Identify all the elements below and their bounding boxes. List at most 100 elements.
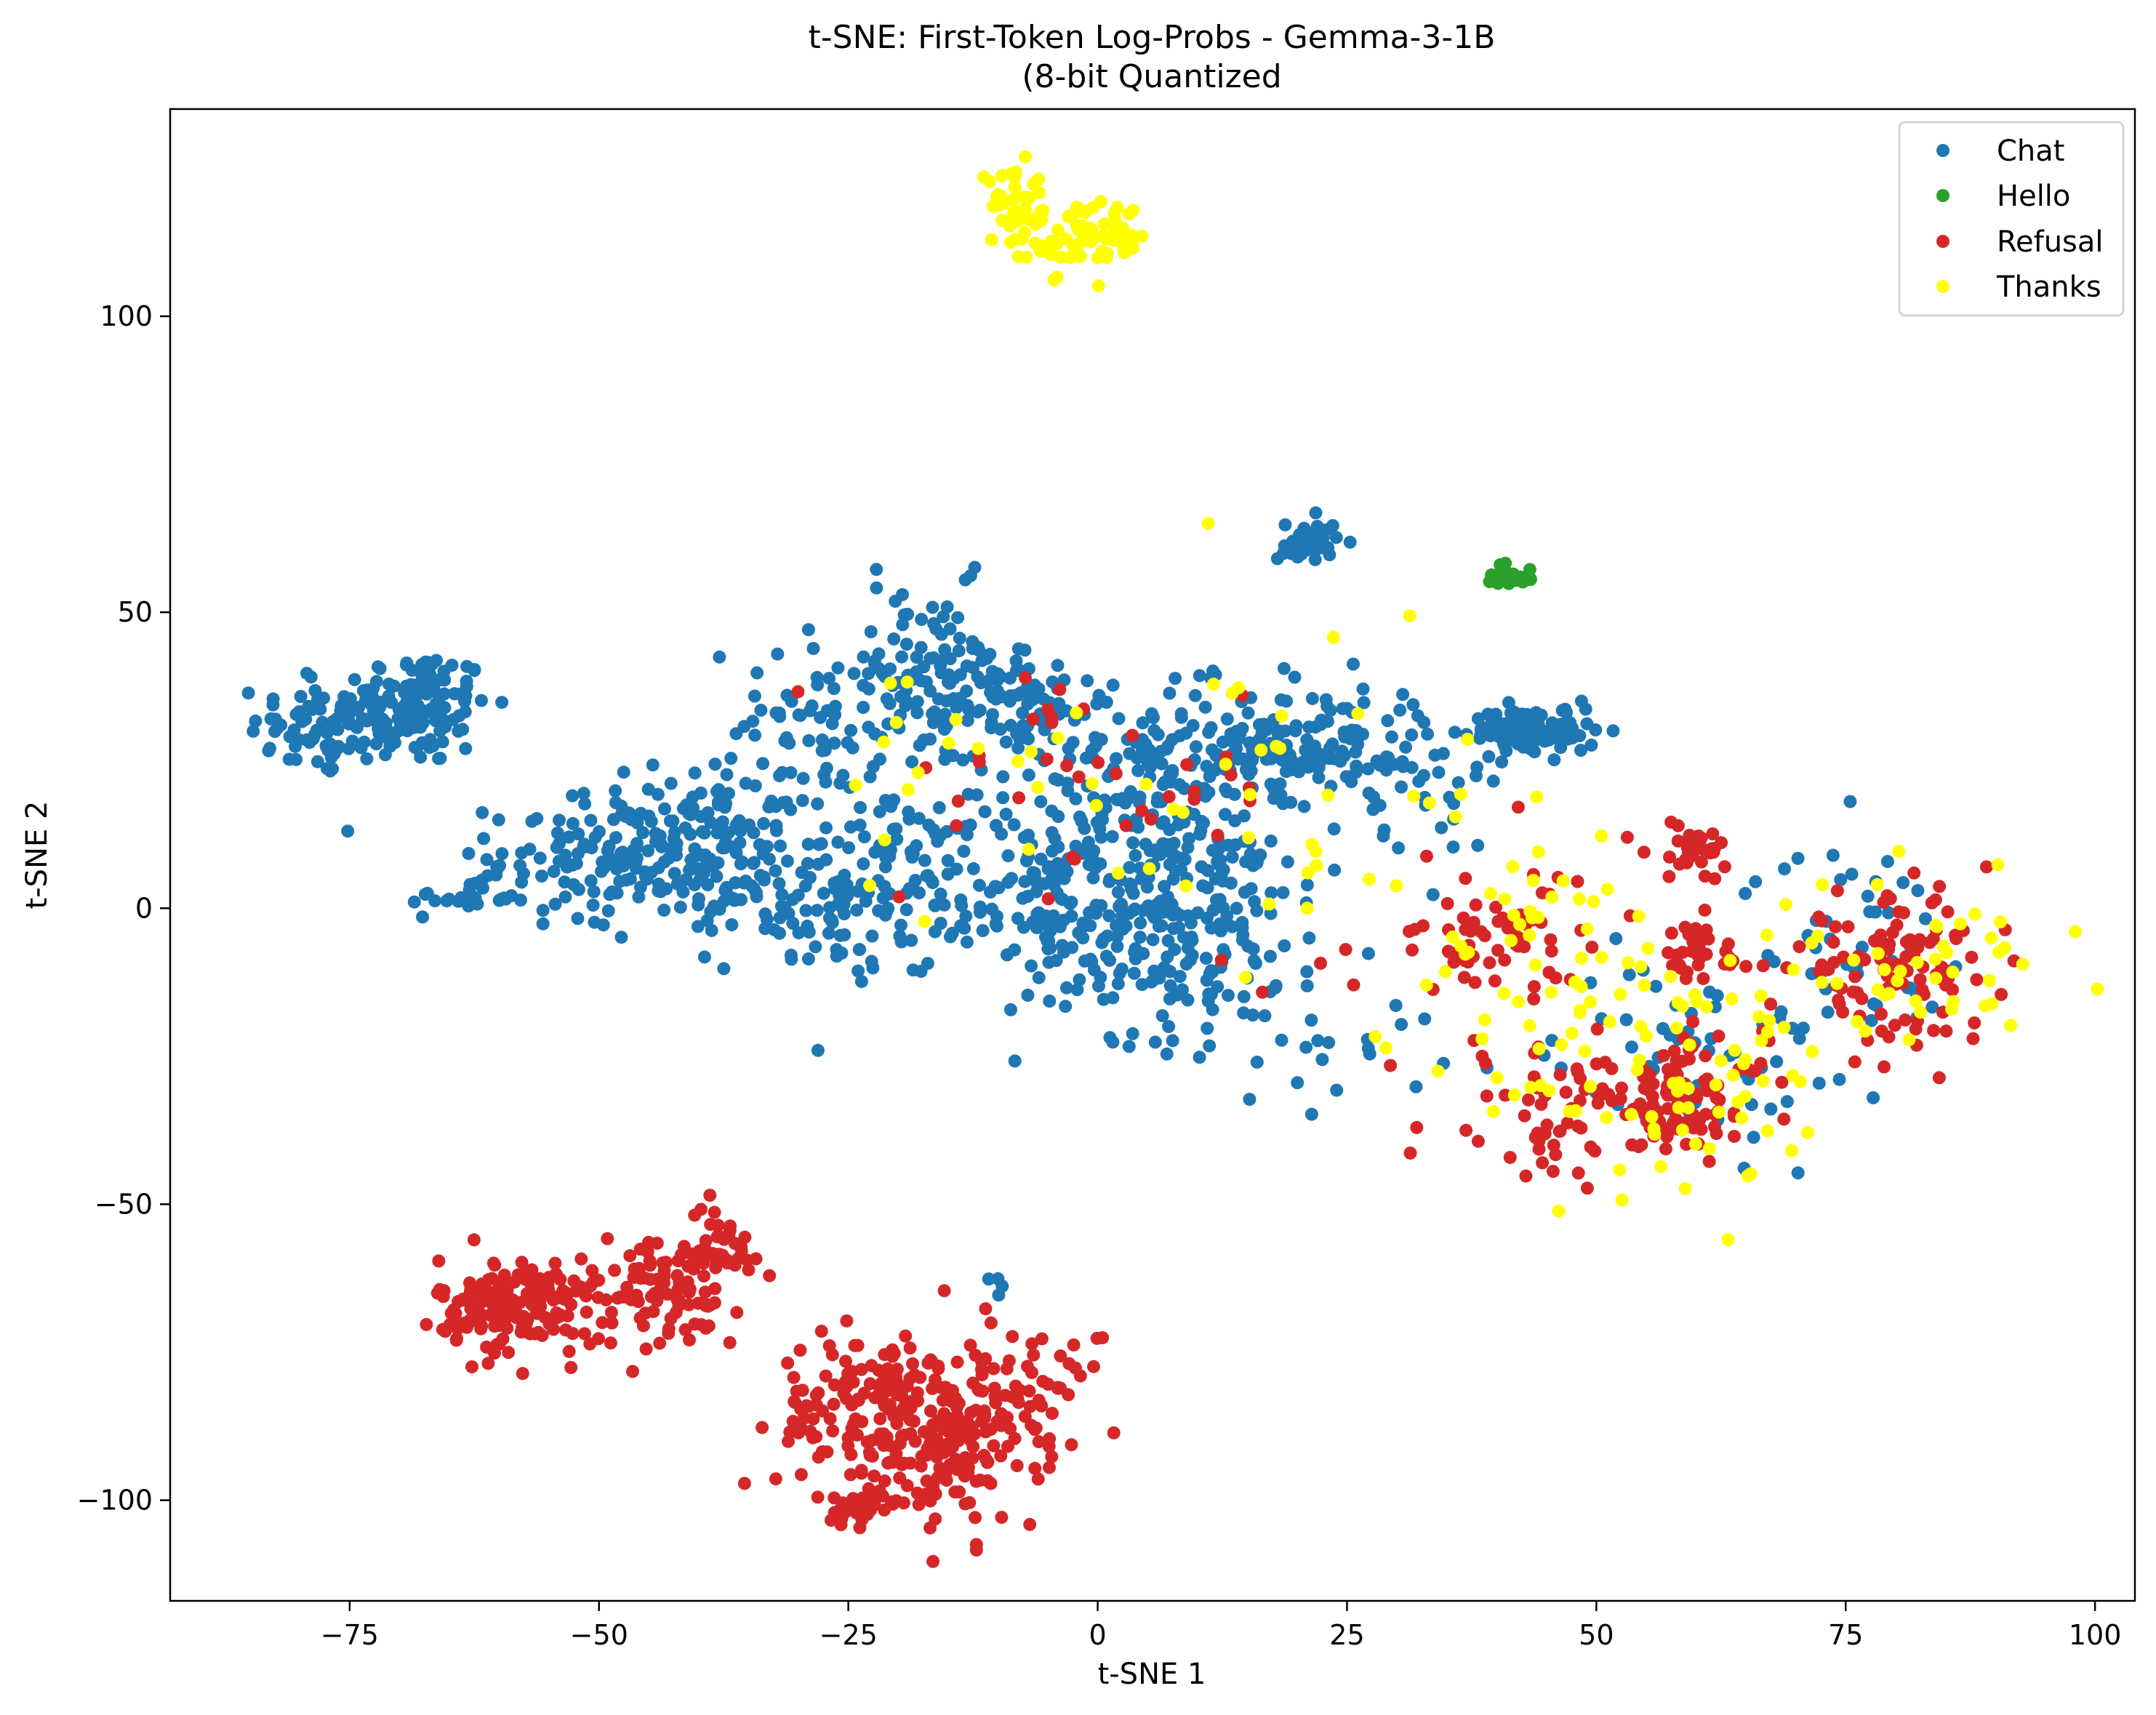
- point-refusal: [698, 1285, 712, 1299]
- point-refusal: [825, 1348, 839, 1362]
- point-chat: [1244, 882, 1258, 896]
- point-chat: [1160, 1047, 1174, 1061]
- point-chat: [1280, 694, 1294, 708]
- point-refusal: [1544, 944, 1558, 958]
- point-chat: [851, 884, 865, 898]
- point-refusal: [436, 1290, 450, 1304]
- point-chat: [1395, 780, 1408, 794]
- plot-frame: [169, 108, 2136, 1602]
- point-thanks: [1242, 831, 1255, 845]
- point-chat: [720, 768, 734, 782]
- point-chat: [1299, 743, 1313, 757]
- point-thanks: [1139, 777, 1153, 791]
- point-chat: [934, 828, 947, 842]
- point-chat: [304, 670, 318, 684]
- legend-box: [1898, 121, 2125, 317]
- point-chat: [274, 718, 288, 732]
- point-refusal: [1661, 1101, 1675, 1115]
- point-chat: [921, 869, 935, 883]
- point-chat: [1089, 907, 1103, 920]
- point-chat: [817, 768, 831, 782]
- point-chat: [1030, 921, 1043, 934]
- point-chat: [1299, 1040, 1313, 1054]
- point-chat: [263, 742, 276, 755]
- point-chat: [1774, 1005, 1788, 1019]
- point-chat: [934, 659, 947, 672]
- point-chat: [1162, 1020, 1176, 1033]
- point-refusal: [929, 1439, 943, 1452]
- point-chat: [1073, 810, 1086, 824]
- point-refusal: [1051, 1381, 1065, 1395]
- point-refusal: [963, 1338, 977, 1352]
- point-refusal: [1699, 1049, 1712, 1063]
- point-thanks: [1878, 963, 1891, 976]
- point-thanks: [1475, 1032, 1489, 1046]
- point-chat: [601, 904, 615, 917]
- point-refusal: [1549, 1148, 1563, 1162]
- point-thanks: [1422, 796, 1436, 810]
- point-refusal: [800, 1399, 814, 1413]
- point-refusal: [1043, 1432, 1057, 1445]
- point-chat: [837, 907, 851, 920]
- point-chat: [801, 838, 815, 851]
- legend-marker-chat: [1936, 144, 1949, 157]
- point-refusal: [1144, 812, 1158, 826]
- point-chat: [1435, 821, 1448, 835]
- point-refusal: [966, 1376, 980, 1390]
- point-chat: [1185, 931, 1198, 944]
- point-chat: [748, 689, 761, 703]
- point-chat: [1059, 704, 1073, 718]
- point-chat: [1193, 1051, 1206, 1064]
- point-refusal: [669, 1306, 683, 1320]
- point-chat: [937, 723, 951, 736]
- point-chat: [1113, 966, 1126, 980]
- point-chat: [1122, 1040, 1136, 1053]
- point-refusal: [1553, 1068, 1567, 1082]
- point-thanks: [1011, 214, 1025, 228]
- point-refusal: [670, 1269, 684, 1282]
- point-thanks: [1243, 788, 1257, 801]
- legend-label-thanks: Thanks: [1996, 270, 2101, 304]
- point-chat: [630, 816, 644, 830]
- point-refusal: [1135, 804, 1149, 818]
- x-tick-label: 0: [1089, 1619, 1106, 1651]
- point-refusal: [639, 1342, 653, 1356]
- point-chat: [1051, 856, 1065, 870]
- point-chat: [943, 622, 957, 635]
- point-chat: [548, 897, 562, 911]
- point-thanks: [985, 233, 998, 246]
- point-chat: [668, 825, 681, 839]
- point-refusal: [987, 1362, 1001, 1375]
- point-chat: [899, 903, 913, 917]
- point-thanks: [2069, 925, 2082, 939]
- point-chat: [772, 877, 786, 891]
- point-chat: [1327, 822, 1341, 836]
- point-refusal: [1067, 852, 1081, 866]
- point-refusal: [826, 1424, 840, 1438]
- point-chat: [883, 696, 897, 710]
- point-refusal: [646, 1305, 660, 1318]
- point-chat: [1169, 672, 1182, 686]
- point-refusal: [1464, 924, 1478, 938]
- point-refusal: [1699, 923, 1713, 937]
- point-chat: [811, 1043, 825, 1057]
- point-chat: [799, 904, 813, 917]
- point-chat: [1147, 711, 1160, 724]
- point-refusal: [683, 1282, 697, 1296]
- point-chat: [729, 876, 742, 890]
- point-chat: [1242, 768, 1256, 782]
- point-chat: [477, 832, 491, 846]
- point-refusal: [914, 1459, 928, 1473]
- point-thanks: [901, 783, 915, 797]
- point-refusal: [1715, 836, 1728, 850]
- point-thanks: [911, 766, 925, 779]
- point-thanks: [1634, 960, 1648, 973]
- point-chat: [1867, 1091, 1880, 1104]
- point-chat: [1778, 862, 1791, 876]
- point-chat: [769, 824, 783, 838]
- point-chat: [1217, 863, 1230, 877]
- point-thanks: [1600, 883, 1614, 896]
- point-refusal: [1544, 933, 1558, 947]
- point-chat: [1330, 1083, 1344, 1097]
- point-refusal: [1534, 1098, 1548, 1111]
